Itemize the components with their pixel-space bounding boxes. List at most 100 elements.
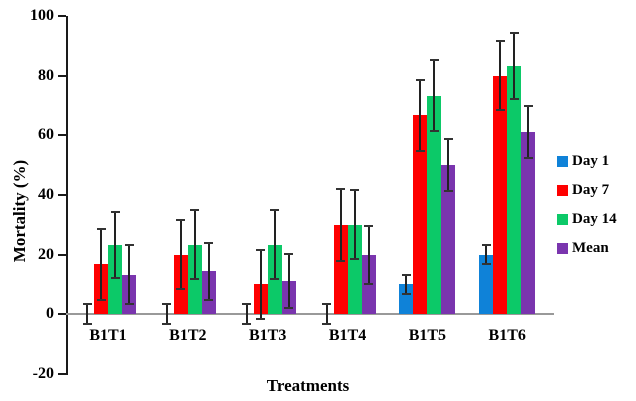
y-tick-mark-0 <box>58 313 66 316</box>
error-bar-day-1-b1t5-bottom-cap <box>401 293 411 296</box>
error-bar-mean-b1t1 <box>128 244 130 305</box>
y-tick-mark-40 <box>58 193 66 196</box>
error-bar-day-7-b1t3-bottom-cap <box>256 317 266 320</box>
error-bar-mean-b1t2 <box>207 242 210 300</box>
error-bar-day-1-b1t1 <box>86 304 88 325</box>
error-bar-mean-b1t2-top-cap <box>204 241 214 244</box>
legend-item-day-14: Day 14 <box>557 205 617 234</box>
error-bar-mean-b1t1-bottom-cap <box>124 303 134 306</box>
legend: Day 1 Day 7 Day 14 Mean <box>557 147 617 263</box>
error-bar-day-7-b1t1 <box>100 228 102 301</box>
error-bar-day-1-b1t6-top-cap <box>481 243 491 246</box>
error-bar-day-1-b1t5-top-cap <box>401 273 411 276</box>
legend-item-day-7: Day 7 <box>557 176 617 205</box>
x-tick-label-b1t5: B1T5 <box>408 327 447 344</box>
error-bar-mean-b1t6-top-cap <box>523 104 533 107</box>
error-bar-day-14-b1t3 <box>273 210 276 280</box>
error-bar-day-14-b1t6-top-cap <box>509 31 519 34</box>
error-bar-mean-b1t3-top-cap <box>284 253 294 256</box>
error-bar-day-14-b1t1 <box>114 211 116 278</box>
error-bar-mean-b1t5 <box>447 138 450 192</box>
y-tick-label-100: 100 <box>30 6 54 24</box>
legend-swatch-day-7 <box>557 185 568 196</box>
x-axis-title: Treatments <box>266 376 350 395</box>
error-bar-day-1-b1t3-bottom-cap <box>242 323 252 326</box>
error-bar-mean-b1t5-bottom-cap <box>443 190 453 193</box>
error-bar-day-7-b1t4-bottom-cap <box>336 259 346 262</box>
error-bar-mean-b1t3 <box>287 254 290 309</box>
y-tick-label--20: -20 <box>32 364 54 382</box>
bar-day-7-b1t4 <box>333 224 348 315</box>
error-bar-day-14-b1t6 <box>513 32 516 99</box>
legend-label-mean: Mean <box>572 240 609 256</box>
error-bar-mean-b1t4-top-cap <box>364 224 374 227</box>
error-bar-day-7-b1t6-bottom-cap <box>495 108 505 111</box>
error-bar-day-14-b1t1-bottom-cap <box>110 276 120 279</box>
y-axis-line <box>66 16 68 375</box>
error-bar-day-7-b1t1-top-cap <box>96 227 106 230</box>
error-bar-day-14-b1t4-top-cap <box>350 189 360 192</box>
legend-swatch-day-1 <box>557 156 568 167</box>
error-bar-day-14-b1t5-top-cap <box>429 58 439 61</box>
bar-day-1-b1t5 <box>399 284 414 315</box>
y-tick-mark-80 <box>58 74 66 77</box>
y-tick-label-40: 40 <box>38 185 54 203</box>
error-bar-day-1-b1t2-top-cap <box>162 303 172 306</box>
error-bar-day-1-b1t3-top-cap <box>242 303 252 306</box>
error-bar-day-7-b1t5 <box>419 79 422 152</box>
y-tick-mark--20 <box>58 372 66 375</box>
error-bar-day-14-b1t4 <box>353 190 356 260</box>
bar-day-7-b1t5 <box>413 115 428 315</box>
y-tick-mark-60 <box>58 134 66 137</box>
error-bar-day-14-b1t5-bottom-cap <box>429 130 439 133</box>
bar-mean-b1t6 <box>521 132 536 315</box>
error-bar-day-1-b1t4-top-cap <box>322 303 332 306</box>
error-bar-day-1-b1t4 <box>325 304 328 325</box>
error-bar-day-14-b1t3-top-cap <box>270 209 280 212</box>
y-tick-mark-20 <box>58 253 66 256</box>
error-bar-day-1-b1t5 <box>405 274 408 295</box>
error-bar-mean-b1t6 <box>527 105 530 159</box>
y-tick-label-60: 60 <box>38 126 54 144</box>
error-bar-day-14-b1t3-bottom-cap <box>270 278 280 281</box>
error-bar-mean-b1t2-bottom-cap <box>204 298 214 301</box>
legend-item-day-1: Day 1 <box>557 147 617 176</box>
bar-day-1-b1t6 <box>479 254 494 315</box>
bar-day-14-b1t5 <box>427 95 442 315</box>
error-bar-day-7-b1t6 <box>499 41 502 110</box>
error-bar-day-7-b1t5-top-cap <box>415 78 425 81</box>
legend-item-mean: Mean <box>557 234 617 263</box>
error-bar-day-14-b1t4-bottom-cap <box>350 258 360 261</box>
error-bar-day-14-b1t5 <box>433 59 436 132</box>
x-tick-label-b1t2: B1T2 <box>169 327 207 344</box>
legend-label-day-1: Day 1 <box>572 153 610 169</box>
error-bar-day-7-b1t4 <box>339 189 342 261</box>
error-bar-day-7-b1t4-top-cap <box>336 188 346 190</box>
bar-day-7-b1t6 <box>493 75 508 315</box>
error-bar-day-1-b1t2 <box>165 304 168 325</box>
bar-mean-b1t5 <box>441 165 456 315</box>
error-bar-day-14-b1t6-bottom-cap <box>509 97 519 100</box>
legend-swatch-mean <box>557 243 568 254</box>
x-tick-label-b1t3: B1T3 <box>249 327 287 344</box>
bar-day-14-b1t1 <box>108 244 122 315</box>
bar-day-14-b1t6 <box>507 65 522 315</box>
x-tick-label-b1t1: B1T1 <box>89 327 127 344</box>
error-bar-day-7-b1t2-bottom-cap <box>176 287 186 290</box>
error-bar-day-7-b1t2 <box>179 220 182 289</box>
y-tick-label-80: 80 <box>38 66 54 84</box>
y-tick-mark-100 <box>58 14 66 17</box>
error-bar-day-7-b1t2-top-cap <box>176 219 186 222</box>
y-tick-label-20: 20 <box>38 245 54 263</box>
error-bar-day-14-b1t1-top-cap <box>110 210 120 213</box>
error-bar-day-7-b1t6-top-cap <box>495 40 505 43</box>
bar-day-14-b1t4 <box>347 224 362 315</box>
error-bar-day-1-b1t1-bottom-cap <box>82 323 92 326</box>
error-bar-day-14-b1t2-top-cap <box>190 209 200 212</box>
error-bar-day-1-b1t4-bottom-cap <box>322 323 332 326</box>
error-bar-day-1-b1t3 <box>245 304 248 325</box>
legend-swatch-day-14 <box>557 214 568 225</box>
y-axis-title: Mortality (%) <box>10 159 29 263</box>
error-bar-mean-b1t4-bottom-cap <box>364 282 374 285</box>
